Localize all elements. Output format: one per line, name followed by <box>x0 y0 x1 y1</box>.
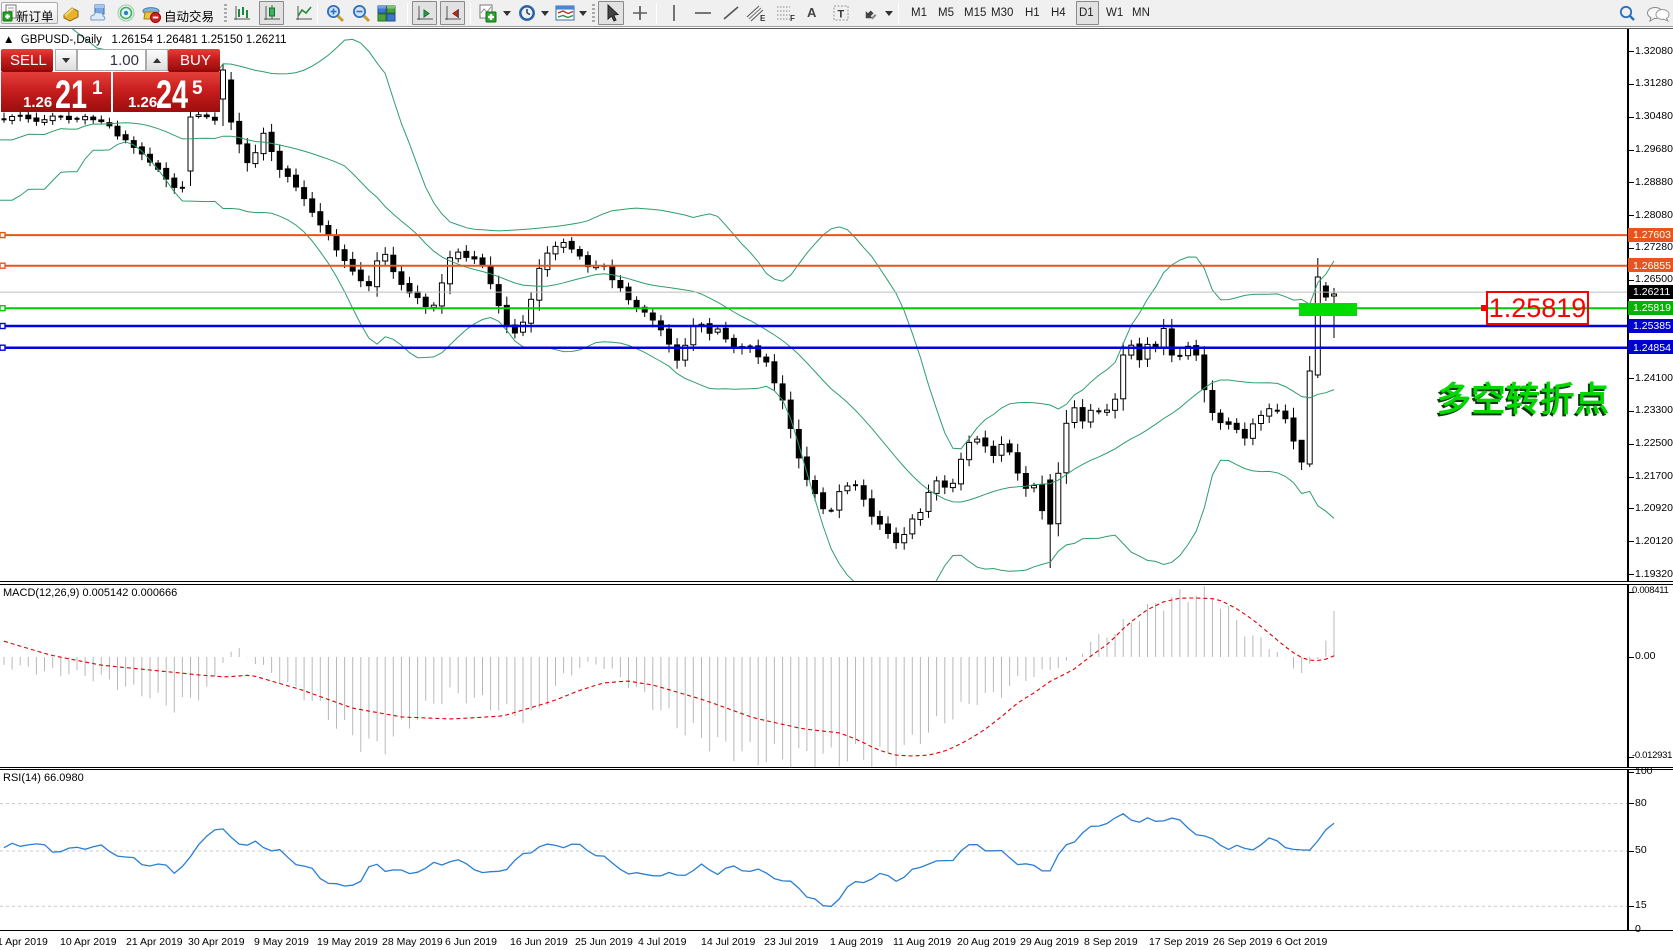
svg-text:E: E <box>760 14 766 23</box>
svg-text:T: T <box>838 9 845 21</box>
svg-text:F: F <box>790 14 795 23</box>
